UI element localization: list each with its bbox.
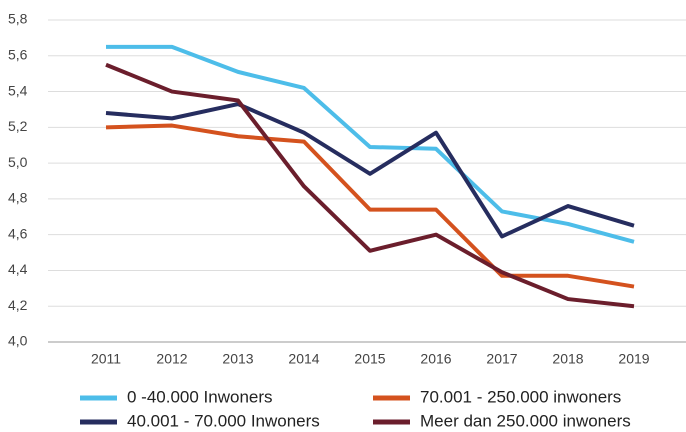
series-line [105,123,635,289]
series-line [105,102,635,239]
y-tick-label: 4,4 [8,261,28,277]
x-tick-label: 2019 [618,351,649,367]
legend-label: 70.001 - 250.000 inwoners [420,387,621,406]
series-line [105,62,635,309]
y-tick-label: 5,6 [8,46,28,62]
x-tick-label: 2018 [552,351,583,367]
y-tick-label: 4,6 [8,225,28,241]
y-tick-label: 5,4 [8,82,28,98]
y-tick-label: 4,2 [8,297,28,313]
x-tick-label: 2013 [222,351,253,367]
y-tick-label: 4,0 [8,333,28,349]
series-line [106,44,635,244]
x-tick-label: 2017 [486,351,517,367]
x-tick-label: 2011 [91,351,121,367]
y-tick-label: 5,8 [8,11,28,27]
legend-label: 0 -40.000 Inwoners [127,387,273,406]
x-tick-label: 2015 [354,351,385,367]
y-tick-label: 5,2 [8,118,28,134]
legend-label: 40.001 - 70.000 Inwoners [127,411,320,430]
x-tick-label: 2014 [288,351,319,367]
y-tick-label: 4,8 [8,190,28,206]
y-tick-label: 5,0 [8,154,28,170]
x-tick-label: 2016 [420,351,451,367]
x-tick-label: 2012 [156,351,187,367]
legend-label: Meer dan 250.000 inwoners [420,411,631,430]
